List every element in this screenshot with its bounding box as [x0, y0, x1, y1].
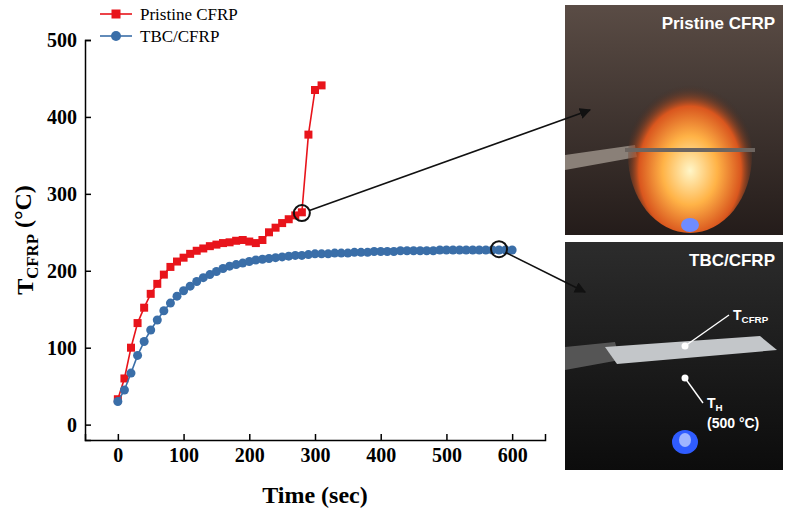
label-leader [685, 315, 729, 346]
specimen [605, 336, 777, 364]
tick-mark [85, 347, 91, 349]
data-point [120, 386, 129, 395]
tick-label: 300 [301, 444, 331, 466]
tick-label: 400 [366, 444, 396, 466]
legend-label: Pristine CFRP [140, 5, 238, 24]
data-point [147, 290, 155, 298]
chart: 0 100 200 300 400 500 600 0 100 200 300 400 500 Time … [0, 0, 787, 516]
data-point [146, 326, 155, 335]
tick: 500 [47, 29, 91, 51]
data-point [113, 397, 122, 406]
tick: 100 [169, 434, 199, 466]
tick-mark [446, 434, 448, 440]
tick-mark [85, 117, 91, 119]
data-point [127, 344, 135, 352]
tick-label: 300 [47, 183, 77, 205]
axis-line [86, 434, 546, 441]
x-axis-title: Time (sec) [262, 482, 368, 508]
data-point [153, 280, 161, 288]
legend-marker [111, 31, 121, 41]
data-point [140, 337, 149, 346]
burner-flame-core [679, 433, 691, 447]
x-axis: 0 100 200 300 400 500 600 [86, 434, 546, 466]
tick-mark [85, 424, 91, 426]
y-axis: 0 100 200 300 400 500 [47, 29, 91, 441]
legend: Pristine CFRP TBC/CFRP [100, 5, 238, 46]
panel-label: (500 °C) [707, 415, 759, 431]
tick-label: 500 [47, 29, 77, 51]
tick: 400 [366, 434, 396, 466]
tick-mark [85, 40, 91, 42]
y-axis-title: TCFRP (°C) [10, 185, 42, 295]
tick: 300 [301, 434, 331, 466]
photo-panel [565, 5, 783, 235]
tick-label: 200 [47, 260, 77, 282]
data-point [318, 81, 326, 89]
tick: 100 [47, 337, 91, 359]
panel-label: TH [707, 395, 723, 413]
tick-label: 100 [169, 444, 199, 466]
tick-label: 0 [67, 414, 77, 436]
tick-label: 600 [498, 444, 528, 466]
tick-label: 500 [432, 444, 462, 466]
data-point [134, 319, 142, 327]
data-point [140, 304, 148, 312]
plot-area [113, 81, 516, 406]
tick-mark [512, 434, 514, 440]
tick-mark [183, 434, 185, 440]
flame [628, 77, 752, 233]
panel-title: TBC/CFRP [689, 251, 775, 270]
legend-label: TBC/CFRP [140, 27, 219, 46]
data-point [127, 369, 136, 378]
data-point [166, 299, 175, 308]
tick-mark [315, 434, 317, 440]
photo-background [565, 5, 783, 235]
series-line [118, 250, 512, 402]
tick: 200 [235, 434, 265, 466]
tick-mark [249, 434, 251, 440]
panel-title: Pristine CFRP [662, 14, 775, 33]
axis-line [86, 41, 92, 441]
data-point [153, 316, 162, 325]
data-point [298, 208, 306, 216]
tick-mark [380, 434, 382, 440]
specimen [625, 148, 755, 152]
burner-flame [672, 430, 698, 454]
photo-background [565, 242, 783, 470]
burner-flame [681, 218, 699, 232]
data-point [160, 271, 168, 279]
tick-label: 0 [113, 444, 123, 466]
tick: 300 [47, 183, 91, 205]
label-leader [685, 378, 703, 403]
data-point [258, 236, 266, 244]
callout-arrow [506, 253, 585, 292]
callout-circle [294, 205, 310, 221]
photo-panel: TCFRP TH (500 °C) [565, 242, 783, 470]
label-dot [682, 375, 689, 382]
tick: 600 [498, 434, 528, 466]
tick-label: 100 [47, 337, 77, 359]
series-line [118, 85, 322, 399]
tick-mark [85, 271, 91, 273]
data-point [508, 246, 517, 255]
label-dot [682, 343, 689, 350]
tick-mark [118, 434, 120, 440]
panel-label: TCFRP [733, 307, 769, 325]
data-point [304, 131, 312, 139]
tick: 0 [113, 434, 123, 466]
tick: 500 [432, 434, 462, 466]
tick-mark [85, 194, 91, 196]
tick-label: 200 [235, 444, 265, 466]
callout-arrow [309, 110, 590, 210]
tick: 0 [67, 414, 91, 436]
tick: 200 [47, 260, 91, 282]
tick-label: 400 [47, 106, 77, 128]
data-point [133, 351, 142, 360]
callout-circle [491, 241, 507, 257]
tick: 400 [47, 106, 91, 128]
data-point [159, 306, 168, 315]
legend-marker [112, 10, 121, 19]
